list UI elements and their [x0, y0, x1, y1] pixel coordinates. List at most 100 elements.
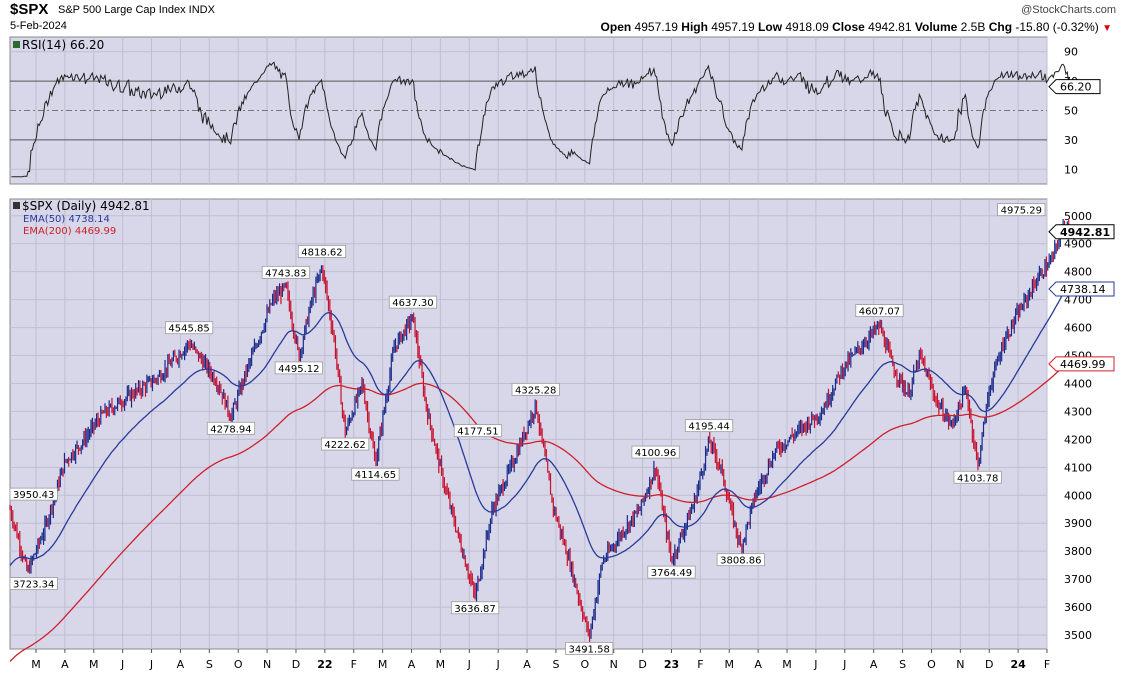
pivot-label: 4100.96	[635, 448, 676, 459]
pivot-label-box	[274, 361, 323, 375]
pivot-label: 4545.85	[168, 324, 209, 335]
rsi-icon	[13, 41, 20, 48]
x-tick-label: D	[638, 658, 646, 671]
rsi-tag-text: 66.20	[1060, 81, 1092, 94]
x-tick-label: A	[754, 658, 762, 671]
x-tick-label: 22	[317, 658, 332, 671]
low-label: Low	[758, 20, 783, 34]
pivot-label: 3636.87	[454, 604, 495, 615]
y-tick-label: 4400	[1064, 377, 1092, 390]
close-tag-text: 4942.81	[1060, 226, 1110, 239]
pivot-labels: 3950.43 3723.34 4545.85 4278.94 4743.83 4495.…	[9, 203, 1046, 655]
volume-value: 2.5B	[960, 20, 986, 34]
pivot-label-box	[453, 424, 503, 438]
pivot-label-box	[297, 245, 347, 258]
pivot-label-box	[164, 321, 214, 335]
x-tick-label: S	[206, 658, 213, 671]
pivot-label-box	[9, 487, 58, 501]
pivot-label: 3723.34	[13, 580, 54, 591]
x-tick-label: J	[496, 658, 500, 671]
pivot-label: 4325.28	[515, 385, 556, 396]
pivot-label: 4278.94	[210, 424, 251, 435]
x-tick-label: F	[1044, 658, 1050, 671]
pivot-label: 4195.44	[688, 422, 729, 433]
x-tick-label: J	[120, 658, 124, 671]
x-tick-label: D	[292, 658, 300, 671]
low-value: 4918.09	[785, 20, 829, 34]
rsi-line	[11, 61, 1071, 178]
rsi-label: RSI(14) 66.20	[22, 38, 104, 52]
symbol: $SPX	[10, 1, 49, 18]
ema50-line	[9, 281, 1071, 566]
pivot-label: 4607.07	[859, 307, 900, 318]
price-panel: 5000490048004700460045004400430042004100…	[9, 198, 1115, 662]
y-tick-label: 5000	[1064, 210, 1092, 223]
y-tick-label: 4100	[1064, 461, 1092, 474]
x-tick-label: S	[899, 658, 906, 671]
ema200-tag-text: 4469.99	[1060, 358, 1106, 371]
x-tick-label: N	[610, 658, 618, 671]
x-tick-label: O	[927, 658, 936, 671]
pivot-label: 4495.12	[278, 364, 319, 375]
pivot-label-box	[320, 437, 370, 451]
y-tick-label: 4300	[1064, 405, 1092, 418]
pivot-label: 3491.58	[568, 644, 609, 655]
x-tick-label: M	[378, 658, 388, 671]
y-tick-label: 4200	[1064, 433, 1092, 446]
x-tick-label: 23	[664, 658, 679, 671]
x-tick-label: M	[782, 658, 792, 671]
x-tick-label: S	[552, 658, 559, 671]
pivot-label-box	[388, 295, 438, 309]
price-icon	[13, 202, 20, 209]
x-tick-label: N	[263, 658, 271, 671]
rsi-tick-label: 30	[1064, 134, 1078, 147]
volume-label: Volume	[914, 20, 958, 34]
x-tick-label: F	[351, 658, 357, 671]
open-value: 4957.19	[634, 20, 678, 34]
y-tick-label: 4700	[1064, 294, 1092, 307]
x-tick-label: J	[149, 658, 153, 671]
price-bars	[9, 218, 1071, 644]
x-tick-label: 24	[1010, 658, 1026, 671]
pivot-label-box	[206, 421, 256, 435]
ema200-line	[9, 359, 1071, 662]
ema200-legend: EMA(200) 4469.99	[23, 226, 116, 237]
pivot-label: 4177.51	[457, 427, 498, 438]
rsi-tick-label: 10	[1064, 163, 1078, 176]
ema50-tag-text: 4738.14	[1060, 283, 1106, 296]
ema50-legend: EMA(50) 4738.14	[23, 214, 110, 225]
x-tick-label: M	[725, 658, 735, 671]
x-tick-label: A	[61, 658, 69, 671]
chg-label: Chg	[988, 20, 1013, 34]
rsi-tag-box	[1048, 79, 1101, 95]
pivot-label: 3950.43	[13, 490, 54, 501]
pivot-label-box	[9, 577, 58, 591]
ema50-tag: 4738.14	[1048, 281, 1115, 297]
chart-date: 5-Feb-2024	[10, 20, 67, 32]
high-value: 4957.19	[711, 20, 755, 34]
pivot-label-box	[684, 419, 734, 433]
rsi-tag: 66.20	[1048, 79, 1101, 95]
chg-value: -15.80 (-0.32%)	[1015, 20, 1099, 34]
pivot-label: 4222.62	[324, 440, 365, 451]
pivot-label: 3808.86	[720, 556, 761, 567]
rsi-panel: 907050301066.20	[9, 36, 1101, 185]
y-tick-label: 3500	[1064, 629, 1092, 642]
x-tick-label: A	[177, 658, 185, 671]
y-tick-label: 4800	[1064, 266, 1092, 279]
pivot-label-box	[716, 553, 765, 567]
y-tick-label: 4000	[1064, 489, 1092, 502]
pivot-label: 4975.29	[1001, 206, 1042, 217]
x-tick-label: O	[234, 658, 243, 671]
pivot-label-box	[565, 641, 614, 655]
x-tick-label: M	[436, 658, 446, 671]
y-tick-label: 4900	[1064, 238, 1092, 251]
pivot-label-box	[647, 565, 696, 579]
close-value: 4942.81	[868, 20, 912, 34]
x-tick-label: F	[697, 658, 703, 671]
pivot-label: 4103.78	[957, 473, 998, 484]
rsi-tick-label: 50	[1064, 105, 1078, 118]
quote-line: Open 4957.19 High 4957.19 Low 4918.09 Cl…	[601, 20, 1112, 34]
pivot-label: 4637.30	[392, 298, 433, 309]
